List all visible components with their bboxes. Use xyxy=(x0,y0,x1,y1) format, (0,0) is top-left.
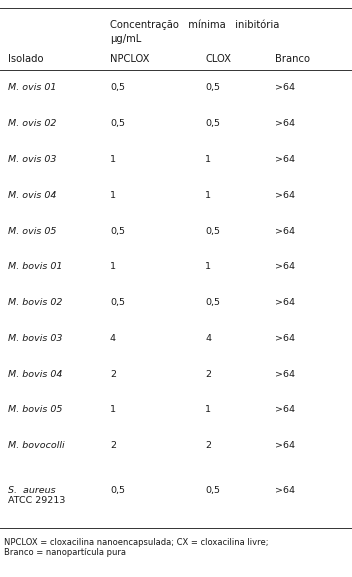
Text: M. bovis 01: M. bovis 01 xyxy=(8,263,62,271)
Text: M. ovis 03: M. ovis 03 xyxy=(8,155,56,164)
Text: 1: 1 xyxy=(205,263,211,271)
Text: 0,5: 0,5 xyxy=(110,486,125,495)
Text: >64: >64 xyxy=(275,334,295,343)
Text: 2: 2 xyxy=(205,370,211,379)
Text: M. bovis 03: M. bovis 03 xyxy=(8,334,62,343)
Text: 4: 4 xyxy=(205,334,211,343)
Text: M. ovis 05: M. ovis 05 xyxy=(8,227,56,235)
Text: 2: 2 xyxy=(110,441,116,450)
Text: >64: >64 xyxy=(275,263,295,271)
Text: 0,5: 0,5 xyxy=(110,227,125,235)
Text: S.  aureus: S. aureus xyxy=(8,486,56,495)
Text: Branco = nanopartícula pura: Branco = nanopartícula pura xyxy=(4,548,126,557)
Text: 2: 2 xyxy=(110,370,116,379)
Text: M. bovis 04: M. bovis 04 xyxy=(8,370,62,379)
Text: 1: 1 xyxy=(110,191,116,200)
Text: >64: >64 xyxy=(275,441,295,450)
Text: NPCLOX: NPCLOX xyxy=(110,54,150,64)
Text: M. bovocolli: M. bovocolli xyxy=(8,441,65,450)
Text: 2: 2 xyxy=(205,441,211,450)
Text: >64: >64 xyxy=(275,227,295,235)
Text: 0,5: 0,5 xyxy=(205,298,220,307)
Text: Branco: Branco xyxy=(275,54,310,64)
Text: 4: 4 xyxy=(110,334,116,343)
Text: CLOX: CLOX xyxy=(205,54,231,64)
Text: >64: >64 xyxy=(275,298,295,307)
Text: 1: 1 xyxy=(205,155,211,164)
Text: μg/mL: μg/mL xyxy=(110,34,141,44)
Text: 1: 1 xyxy=(205,191,211,200)
Text: 0,5: 0,5 xyxy=(205,84,220,92)
Text: 1: 1 xyxy=(205,406,211,414)
Text: 0,5: 0,5 xyxy=(205,119,220,128)
Text: 1: 1 xyxy=(110,406,116,414)
Text: 1: 1 xyxy=(110,263,116,271)
Text: M. ovis 01: M. ovis 01 xyxy=(8,84,56,92)
Text: >64: >64 xyxy=(275,191,295,200)
Text: >64: >64 xyxy=(275,84,295,92)
Text: 0,5: 0,5 xyxy=(205,227,220,235)
Text: NPCLOX = cloxacilina nanoencapsulada; CX = cloxacilina livre;: NPCLOX = cloxacilina nanoencapsulada; CX… xyxy=(4,538,269,547)
Text: 0,5: 0,5 xyxy=(110,298,125,307)
Text: 0,5: 0,5 xyxy=(205,486,220,495)
Text: M. bovis 02: M. bovis 02 xyxy=(8,298,62,307)
Text: >64: >64 xyxy=(275,406,295,414)
Text: Concentração   mínima   inibitória: Concentração mínima inibitória xyxy=(110,20,279,31)
Text: Isolado: Isolado xyxy=(8,54,44,64)
Text: 0,5: 0,5 xyxy=(110,84,125,92)
Text: M. ovis 02: M. ovis 02 xyxy=(8,119,56,128)
Text: >64: >64 xyxy=(275,119,295,128)
Text: >64: >64 xyxy=(275,370,295,379)
Text: >64: >64 xyxy=(275,155,295,164)
Text: M. bovis 05: M. bovis 05 xyxy=(8,406,62,414)
Text: 0,5: 0,5 xyxy=(110,119,125,128)
Text: M. ovis 04: M. ovis 04 xyxy=(8,191,56,200)
Text: 1: 1 xyxy=(110,155,116,164)
Text: >64: >64 xyxy=(275,486,295,495)
Text: ATCC 29213: ATCC 29213 xyxy=(8,496,65,505)
